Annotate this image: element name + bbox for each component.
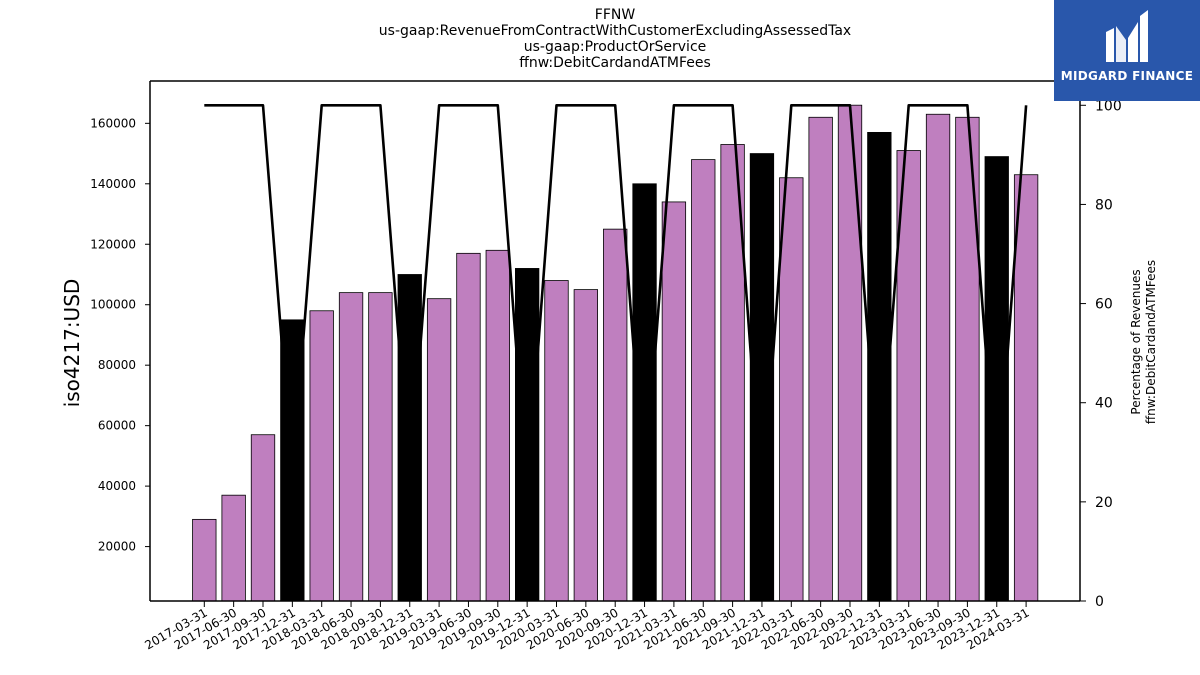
bar [338, 292, 364, 602]
bar [397, 274, 422, 602]
y2-tick-label: 80 [1095, 197, 1113, 213]
chart-title: FFNW us-gaap:RevenueFromContractWithCust… [0, 7, 1200, 71]
y-tick-label: 20000 [98, 540, 136, 554]
title-line-4: ffnw:DebitCardandATMFees [519, 55, 711, 71]
bar [955, 116, 980, 602]
title-line-2: us-gaap:RevenueFromContractWithCustomerE… [378, 23, 852, 39]
y-tick-label: 140000 [90, 177, 136, 191]
bar [426, 298, 452, 602]
bar [573, 289, 598, 602]
percentage-line [204, 104, 1028, 509]
x-ticks: 2017-03-312017-06-302017-09-302017-12-31… [142, 601, 1032, 652]
bar [1013, 174, 1039, 602]
midgard-finance-logo: MIDGARD FINANCE [1054, 0, 1200, 101]
bar [221, 494, 246, 602]
logo-text: MIDGARD FINANCE [1060, 69, 1194, 83]
y-tick-label: 80000 [98, 358, 136, 372]
y2-axis-label-line-2: ffnw:DebitCardandATMFees [1144, 260, 1158, 424]
bar [661, 201, 687, 602]
midgard-logo-icon [1106, 10, 1148, 62]
bar [925, 113, 951, 602]
y-tick-label: 120000 [90, 237, 136, 251]
bar [456, 252, 481, 602]
y2-tick-label: 40 [1095, 396, 1113, 412]
bar [691, 159, 716, 602]
bars-group [192, 104, 1039, 602]
bar [544, 280, 569, 602]
y-tick-label: 40000 [98, 479, 136, 493]
bar [368, 292, 393, 602]
y-tick-label: 100000 [90, 298, 136, 312]
bar [309, 310, 334, 602]
bar [192, 518, 217, 602]
bar [250, 434, 276, 602]
left-ticks: 20000 40000 60000 80000 100000 120000 140000 16… [90, 116, 150, 554]
bar [515, 268, 540, 602]
bar [603, 228, 628, 602]
y2-tick-label: 60 [1095, 297, 1113, 313]
bar [779, 177, 804, 602]
y-tick-label: 60000 [98, 419, 136, 433]
title-line-1: FFNW [594, 7, 636, 23]
y2-tick-label: 20 [1095, 495, 1113, 511]
y2-axis-label-line-1: Percentage of Revenues [1129, 269, 1143, 414]
bar [837, 104, 863, 602]
y-tick-label: 160000 [90, 116, 136, 130]
y2-tick-label: 100 [1095, 98, 1122, 114]
right-ticks: 0 20 40 60 80 100 [1080, 98, 1122, 610]
title-line-3: us-gaap:ProductOrService [523, 39, 707, 55]
bar [485, 249, 510, 602]
y2-tick-label: 0 [1095, 594, 1104, 610]
bar [808, 116, 833, 602]
y-axis-label: iso4217:USD [60, 279, 84, 408]
